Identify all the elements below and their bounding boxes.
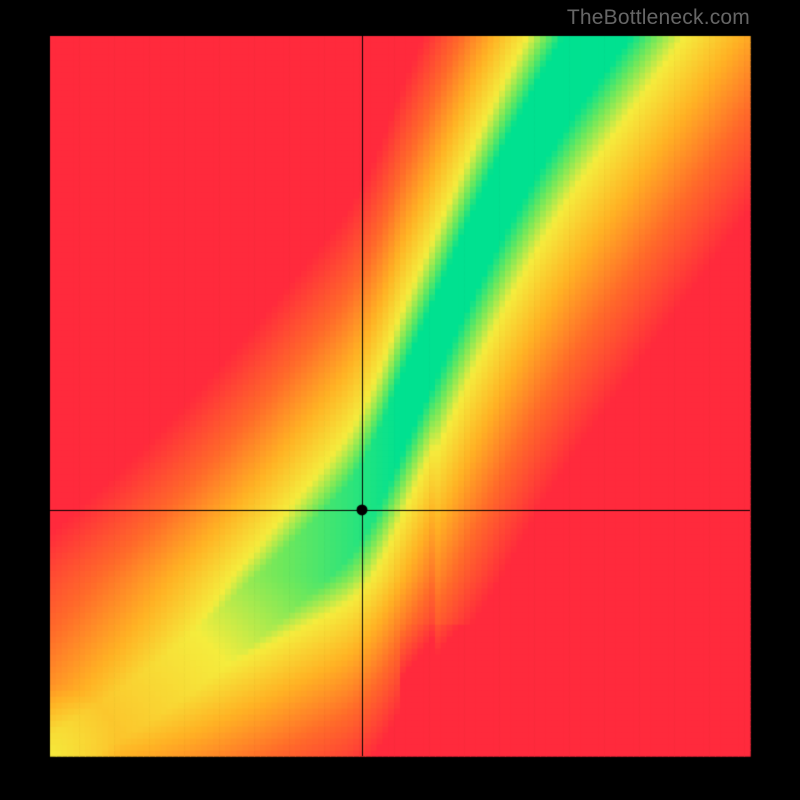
watermark-text: TheBottleneck.com: [567, 6, 750, 30]
bottleneck-heatmap: [0, 0, 800, 800]
